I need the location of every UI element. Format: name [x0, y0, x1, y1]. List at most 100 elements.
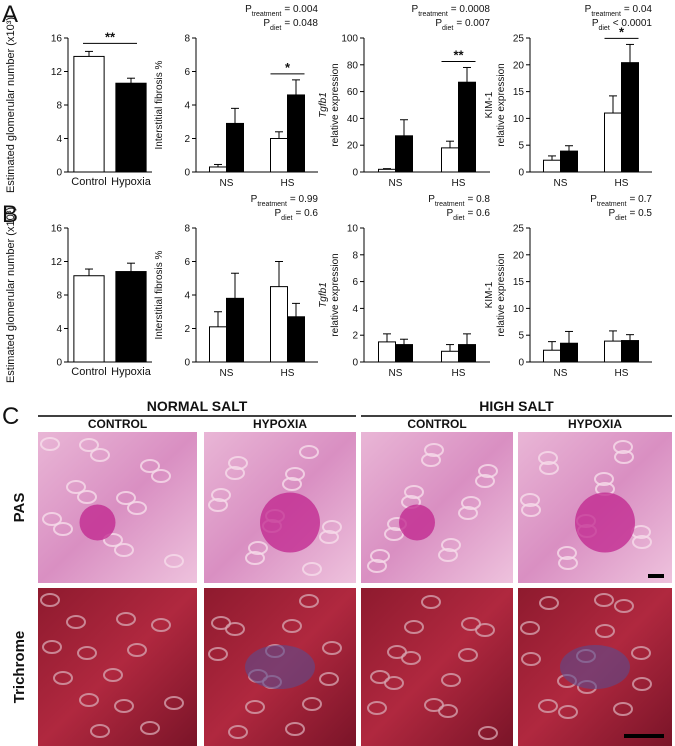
x-tick-label: HS: [281, 368, 295, 379]
tubule: [384, 527, 404, 541]
tubule: [424, 443, 444, 457]
tubule: [539, 461, 559, 475]
tubule: [319, 530, 339, 544]
tubule: [595, 624, 615, 638]
glomerulus: [575, 492, 635, 553]
x-tick-label: HS: [615, 178, 629, 189]
tubule: [558, 556, 578, 570]
significance-label: **: [453, 47, 464, 62]
tubule: [632, 535, 652, 549]
stat-p: P: [412, 4, 419, 15]
panel-label: A: [2, 1, 18, 28]
x-tick-label: NS: [220, 178, 234, 189]
y-axis-label: Interstitial fibrosis %: [154, 60, 165, 149]
tubule: [461, 617, 481, 631]
tubule: [140, 721, 160, 735]
x-tick-label: NS: [554, 368, 568, 379]
bar: [543, 349, 561, 363]
glomerulus: [260, 492, 320, 553]
stat-sub: diet: [615, 215, 626, 222]
tubule: [77, 646, 97, 660]
stat-rest: = 0.7: [629, 194, 652, 205]
stat-sub: diet: [598, 25, 609, 32]
stat-p: P: [590, 194, 597, 205]
stat-text: Pdiet = 0.048: [263, 18, 318, 32]
y-tick-label: 6: [352, 277, 358, 288]
y-axis-label: Tgfb1: [318, 92, 329, 118]
y-tick-label: 0: [352, 358, 358, 369]
tubule: [458, 648, 478, 662]
tubule: [228, 456, 248, 470]
stat-rest: = 0.6: [295, 208, 318, 219]
tubule: [140, 459, 160, 473]
y-tick-label: 40: [347, 114, 359, 125]
tubule: [103, 533, 123, 547]
stat-p: P: [592, 18, 599, 29]
x-tick-label: Hypoxia: [111, 176, 152, 188]
stat-text: Pdiet = 0.007: [435, 18, 490, 32]
tubule: [42, 640, 62, 654]
tubule: [302, 697, 322, 711]
tubule: [228, 725, 248, 739]
y-tick-label: 2: [184, 134, 190, 145]
stat-rest: < 0.0001: [613, 18, 653, 29]
y-tick-label: 10: [513, 114, 525, 125]
tubule: [245, 551, 265, 565]
significance-label: *: [619, 24, 625, 39]
stat-text: Ptreatment = 0.8: [428, 194, 490, 208]
tubule: [103, 668, 123, 682]
tubule: [538, 451, 558, 465]
y-axis-label: KIM-1: [484, 91, 495, 118]
tubule: [66, 480, 86, 494]
histology-image: [361, 588, 513, 746]
stat-rest: = 0.048: [284, 18, 318, 29]
y-axis-label: relative expression: [496, 253, 507, 336]
group-header: HIGH SALT: [479, 398, 554, 414]
x-tick-label: NS: [554, 178, 568, 189]
x-tick-label: HS: [615, 368, 629, 379]
stat-p: P: [585, 4, 592, 15]
tubule: [164, 554, 184, 568]
stat-sub: treatment: [435, 201, 465, 208]
significance-label: **: [105, 29, 116, 44]
histology-image: [361, 432, 513, 583]
glomerulus: [79, 504, 116, 541]
bar: [209, 166, 227, 173]
group-header: NORMAL SALT: [147, 398, 248, 414]
bar: [441, 350, 459, 363]
y-tick-label: 12: [51, 67, 63, 78]
glomerulus: [399, 504, 435, 541]
stat-text: Ptreatment = 0.7: [590, 194, 652, 208]
tubule: [77, 490, 97, 504]
bar: [287, 94, 305, 173]
tubule: [211, 488, 231, 502]
tubule: [521, 503, 541, 517]
tubule: [151, 469, 171, 483]
tubule: [557, 546, 577, 560]
bar: [604, 340, 622, 363]
tubule: [322, 641, 342, 655]
fibrosis: [245, 645, 315, 689]
tubule: [478, 464, 498, 478]
tubule: [387, 645, 407, 659]
tubule: [424, 698, 444, 712]
stat-rest: = 0.004: [284, 4, 318, 15]
y-tick-label: 25: [513, 34, 525, 45]
tubule: [282, 477, 302, 491]
y-tick-label: 10: [513, 304, 525, 315]
y-tick-label: 20: [513, 60, 525, 71]
tubule: [613, 702, 633, 716]
tubule: [441, 673, 461, 687]
y-tick-label: 80: [347, 60, 359, 71]
stat-sub: treatment: [257, 201, 287, 208]
bar: [378, 341, 396, 363]
y-tick-label: 6: [184, 257, 190, 268]
tubule: [594, 593, 614, 607]
bar: [458, 344, 476, 363]
x-tick-label: Control: [71, 176, 106, 188]
tubule: [40, 593, 60, 607]
bar: [458, 81, 476, 173]
tubule: [475, 474, 495, 488]
tubule: [116, 612, 136, 626]
stat-rest: = 0.007: [456, 18, 490, 29]
